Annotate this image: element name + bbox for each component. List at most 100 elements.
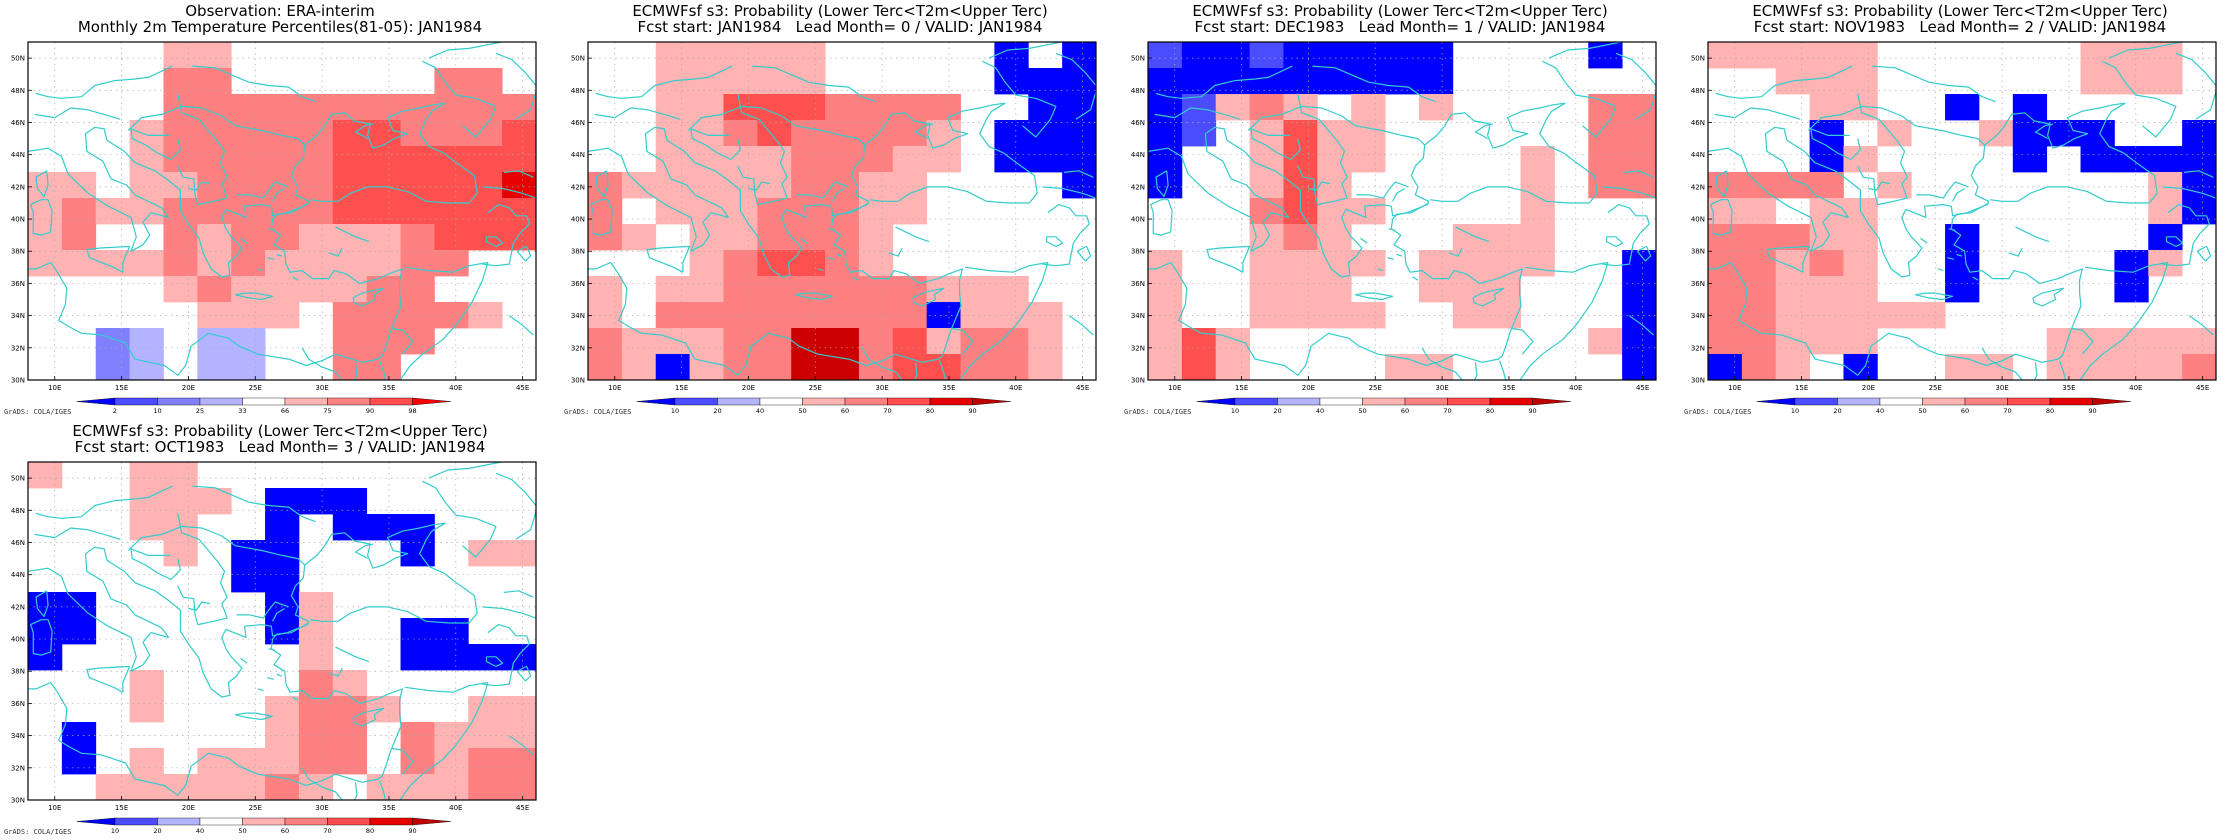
colorbar-swatch xyxy=(1277,397,1321,406)
data-cell xyxy=(366,354,401,381)
data-cell xyxy=(1028,354,1063,381)
data-cell xyxy=(1148,328,1183,355)
data-cell xyxy=(825,120,860,147)
coastline xyxy=(1602,204,1650,267)
colorbar-label: 60 xyxy=(281,827,289,835)
data-cell xyxy=(994,120,1029,147)
colorbar-swatch xyxy=(972,397,1011,406)
data-cell xyxy=(231,774,266,801)
data-cell xyxy=(2046,354,2081,381)
coastline xyxy=(495,472,536,540)
panel-forecast-lead1: ECMWFsf s3: Probability (Lower Terc<T2m<… xyxy=(1120,0,1680,420)
data-cell xyxy=(332,146,368,173)
coastline xyxy=(301,347,358,380)
data-cell xyxy=(1843,250,1878,277)
data-cell xyxy=(1351,146,1386,173)
data-cell xyxy=(1978,120,2014,147)
data-cell xyxy=(332,120,368,147)
data-cell xyxy=(366,250,401,277)
data-cell xyxy=(1741,250,1777,277)
data-cell xyxy=(265,120,300,147)
lon-tick-label: 35E xyxy=(1502,384,1515,392)
data-cell xyxy=(1028,302,1063,329)
data-cell xyxy=(298,120,334,147)
lat-tick-label: 30N xyxy=(1691,377,1705,385)
data-cell xyxy=(468,302,503,329)
data-cell xyxy=(265,592,300,619)
data-cell xyxy=(1452,302,1488,329)
coastline xyxy=(1154,107,1241,120)
coastline xyxy=(1511,327,1534,355)
coastline xyxy=(1972,276,1979,281)
colorbar-label: 10 xyxy=(671,407,679,415)
coastline xyxy=(2108,42,2182,59)
coastline xyxy=(646,245,691,273)
colorbar-swatch xyxy=(1404,397,1448,406)
data-cell xyxy=(1520,224,1555,251)
data-cell xyxy=(1741,42,1777,69)
data-cell xyxy=(298,172,334,199)
colorbar-label: 10 xyxy=(153,407,161,415)
colorbar-label: 50 xyxy=(798,407,806,415)
data-cell xyxy=(298,618,334,645)
coastline xyxy=(352,707,385,727)
data-cell xyxy=(332,198,368,225)
coastline xyxy=(588,202,963,376)
coastline xyxy=(1042,186,1096,199)
data-cell xyxy=(366,302,401,329)
data-cell xyxy=(1249,94,1284,121)
coastline xyxy=(276,673,283,677)
data-cell xyxy=(129,146,164,173)
coastlines xyxy=(28,462,560,800)
data-cell xyxy=(1062,42,1097,69)
data-cell xyxy=(1622,146,1657,173)
data-cell xyxy=(689,250,724,277)
data-cell xyxy=(366,774,401,801)
data-cell xyxy=(791,302,826,329)
data-cell xyxy=(1452,276,1488,303)
data-cell xyxy=(1452,250,1488,277)
colorbar-swatch xyxy=(1532,397,1571,406)
data-cell xyxy=(825,94,860,121)
data-cell xyxy=(434,644,469,671)
data-cell xyxy=(689,224,724,251)
data-cell xyxy=(163,540,198,567)
data-cell xyxy=(2182,328,2217,355)
coastline xyxy=(272,187,286,202)
data-cell xyxy=(502,94,537,121)
colorbar-swatch xyxy=(636,397,676,406)
coastline xyxy=(549,528,560,679)
data-cell xyxy=(434,120,469,147)
colorbar: 10 20 40 50 60 70 80 90 xyxy=(1196,397,1571,415)
data-cell xyxy=(163,276,198,303)
data-cell xyxy=(1843,68,1878,95)
coastline xyxy=(240,657,248,664)
data-cell xyxy=(468,722,503,749)
lat-tick-label: 46N xyxy=(1691,119,1705,127)
data-cell xyxy=(400,224,435,251)
data-cell xyxy=(1418,276,1454,303)
coastline xyxy=(30,199,53,236)
data-cell xyxy=(502,644,537,671)
data-cell xyxy=(265,566,300,593)
data-cell xyxy=(129,328,164,355)
coastline xyxy=(588,102,1038,278)
coastline xyxy=(391,327,414,355)
data-cell xyxy=(994,42,1029,69)
data-cell xyxy=(1775,172,1810,199)
data-cell xyxy=(723,224,758,251)
data-cell xyxy=(468,146,503,173)
colorbar-swatch xyxy=(1794,397,1838,406)
data-cell xyxy=(2148,146,2183,173)
coastlines xyxy=(588,42,1096,380)
colorbar-swatch xyxy=(412,817,451,826)
data-cell xyxy=(400,146,435,173)
lat-tick-label: 38N xyxy=(11,668,25,676)
data-cell xyxy=(1911,302,1946,329)
coastline xyxy=(236,601,289,619)
coastline xyxy=(86,245,131,273)
lat-tick-label: 40N xyxy=(1691,216,1705,224)
data-cell xyxy=(757,42,792,69)
coastline xyxy=(1055,52,1096,120)
lat-tick-label: 38N xyxy=(11,248,25,256)
